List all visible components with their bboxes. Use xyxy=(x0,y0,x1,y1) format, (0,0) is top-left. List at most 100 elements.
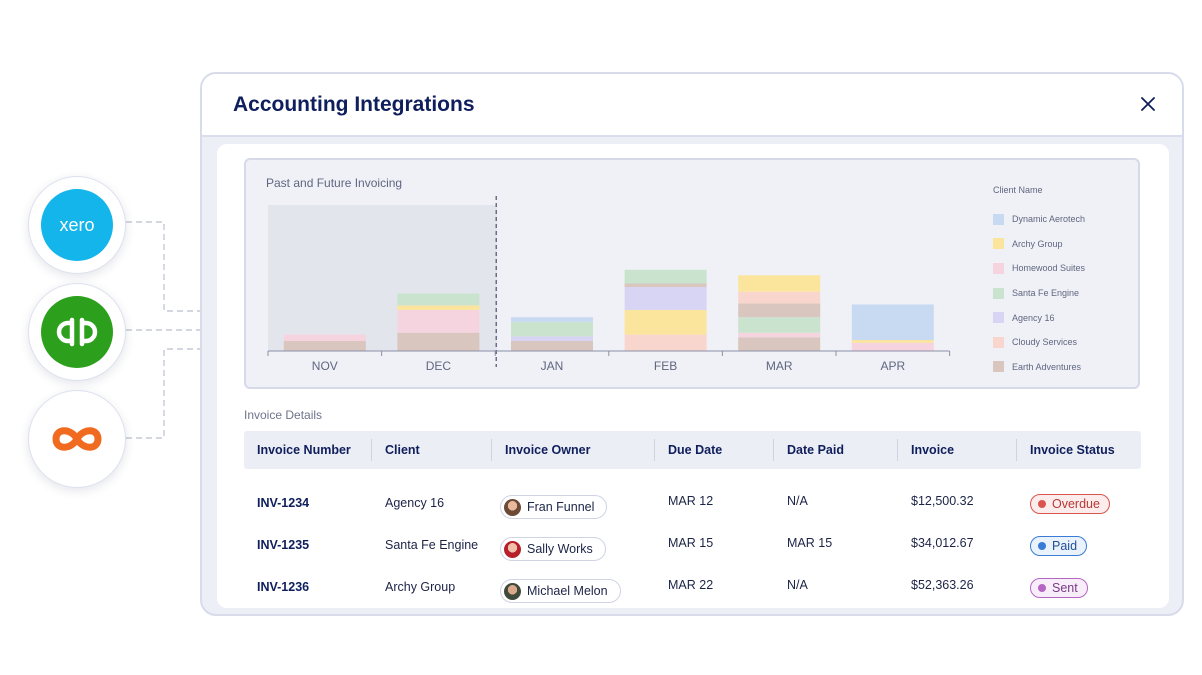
avatar xyxy=(504,582,521,600)
legend-swatch xyxy=(993,361,1004,373)
status-dot xyxy=(1038,542,1046,550)
bar-segment xyxy=(511,336,593,341)
xero-integration[interactable]: xero xyxy=(28,176,126,274)
status-dot xyxy=(1038,584,1046,592)
quickbooks-integration[interactable] xyxy=(28,283,126,381)
bar-segment xyxy=(511,340,593,351)
legend-swatch xyxy=(993,238,1004,250)
status-label: Sent xyxy=(1052,581,1078,595)
invoicing-chart-panel: Past and Future Invoicing NOV DEC JAN FEB MA… xyxy=(244,158,1140,389)
xero-logo-text: xero xyxy=(59,214,95,235)
bar-segment xyxy=(397,305,480,310)
modal-body: Past and Future Invoicing NOV DEC JAN FEB MA… xyxy=(217,144,1169,608)
bar-segment xyxy=(397,293,480,306)
infinity-logo-icon xyxy=(52,427,102,451)
legend-label: Cloudy Services xyxy=(1012,337,1078,348)
legend-item: Cloudy Services xyxy=(993,330,1085,355)
legend-swatch xyxy=(993,287,1004,299)
legend-label: Earth Adventures xyxy=(1012,361,1082,372)
legend-item: Agency 16 xyxy=(993,305,1085,330)
legend-item: Homewood Suites xyxy=(993,256,1085,281)
close-icon[interactable] xyxy=(1136,92,1160,116)
accounting-integrations-modal: Accounting Integrations Past and Future … xyxy=(200,72,1184,616)
bar-segment xyxy=(738,291,821,304)
table-row[interactable]: INV-1236 Archy Group Michael Melon MAR 2… xyxy=(244,568,1141,608)
legend-label: Agency 16 xyxy=(1012,312,1055,323)
column-header[interactable]: Invoice Status xyxy=(1030,443,1115,457)
invoice-number[interactable]: INV-1236 xyxy=(257,580,310,594)
invoice-number[interactable]: INV-1234 xyxy=(257,496,310,510)
x-tick-label: FEB xyxy=(654,359,677,373)
status-dot xyxy=(1038,500,1046,508)
due-date: MAR 15 xyxy=(668,536,714,550)
bar-segment xyxy=(851,340,934,343)
modal-title: Accounting Integrations xyxy=(233,93,475,116)
due-date: MAR 12 xyxy=(668,494,714,508)
bar-segment xyxy=(851,342,934,351)
table-row[interactable]: INV-1234 Agency 16 Fran Funnel MAR 12 N/… xyxy=(244,484,1141,524)
status-label: Paid xyxy=(1052,539,1078,553)
bar-segment xyxy=(738,332,821,338)
x-tick-label: DEC xyxy=(426,359,452,373)
column-divider xyxy=(897,439,898,461)
bar-segment xyxy=(624,334,707,351)
xero-logo-icon: xero xyxy=(41,189,113,261)
infinity-integration[interactable] xyxy=(28,390,126,488)
bar-segment xyxy=(738,275,821,292)
legend-swatch xyxy=(993,336,1004,348)
owner-name: Fran Funnel xyxy=(527,500,595,514)
bar-segment xyxy=(624,283,707,288)
bar-segment xyxy=(397,309,480,333)
legend-label: Archy Group xyxy=(1012,238,1063,249)
modal-header: Accounting Integrations xyxy=(202,74,1182,137)
bar-segment xyxy=(851,304,934,341)
bar-segment xyxy=(511,317,593,322)
status-label: Overdue xyxy=(1052,497,1100,511)
quickbooks-logo-icon xyxy=(41,296,113,368)
invoice-owner-chip[interactable]: Fran Funnel xyxy=(500,495,608,519)
date-paid: N/A xyxy=(787,578,808,592)
column-divider xyxy=(773,439,774,461)
invoice-amount: $34,012.67 xyxy=(911,536,974,550)
invoicing-chart: NOV DEC JAN FEB MAR APR xyxy=(267,196,951,373)
bar-segment xyxy=(738,317,821,333)
legend-title: Client Name xyxy=(993,185,1043,195)
invoice-number[interactable]: INV-1235 xyxy=(257,538,310,552)
column-divider xyxy=(491,439,492,461)
x-tick-label: JAN xyxy=(541,359,564,373)
column-header[interactable]: Invoice Number xyxy=(257,443,351,457)
column-header[interactable]: Client xyxy=(385,443,420,457)
invoice-amount: $12,500.32 xyxy=(911,494,974,508)
bar-segment xyxy=(511,321,593,337)
column-header[interactable]: Due Date xyxy=(668,443,723,457)
column-divider xyxy=(371,439,372,461)
bar-segment xyxy=(283,334,366,341)
due-date: MAR 22 xyxy=(668,578,714,592)
invoice-owner-chip[interactable]: Michael Melon xyxy=(500,579,621,603)
column-header[interactable]: Invoice xyxy=(911,443,955,457)
x-tick-label: MAR xyxy=(766,359,793,373)
invoice-details-title: Invoice Details xyxy=(244,408,323,422)
date-paid: MAR 15 xyxy=(787,536,833,550)
x-tick-label: APR xyxy=(880,359,905,373)
legend-swatch xyxy=(993,312,1004,324)
chart-title: Past and Future Invoicing xyxy=(266,176,403,190)
column-header[interactable]: Invoice Owner xyxy=(505,443,591,457)
bar-segment xyxy=(624,269,707,284)
table-header: Invoice Number Client Invoice Owner Due … xyxy=(244,431,1141,469)
bar-segment xyxy=(283,340,366,351)
x-tick-label: NOV xyxy=(312,359,338,373)
column-header[interactable]: Date Paid xyxy=(787,443,844,457)
client-name: Agency 16 xyxy=(385,496,445,510)
integration-connectors xyxy=(126,221,200,439)
legend-label: Homewood Suites xyxy=(1012,263,1086,274)
client-name: Archy Group xyxy=(385,580,456,594)
table-row[interactable]: INV-1235 Santa Fe Engine Sally Works MAR… xyxy=(244,526,1141,566)
owner-name: Sally Works xyxy=(527,542,593,556)
legend-label: Dynamic Aerotech xyxy=(1012,214,1086,225)
legend-item: Earth Adventures xyxy=(993,355,1085,380)
legend-item: Santa Fe Engine xyxy=(993,281,1085,306)
bar-segment xyxy=(738,337,821,351)
bar-segment xyxy=(624,309,707,335)
invoice-owner-chip[interactable]: Sally Works xyxy=(500,537,606,561)
